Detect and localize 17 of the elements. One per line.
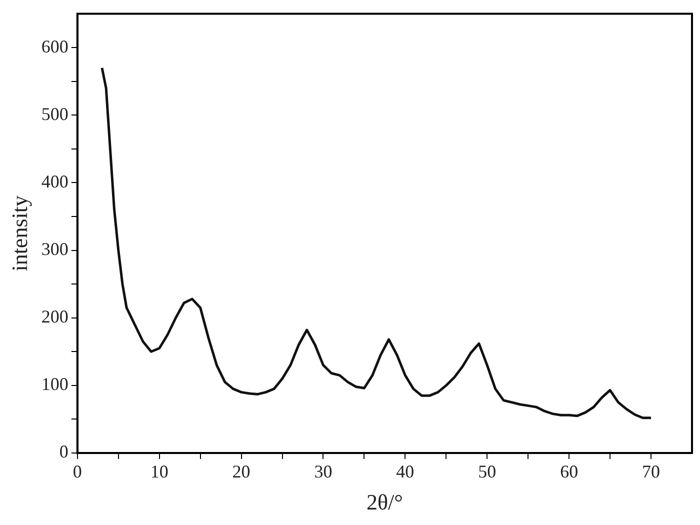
x-tick-label: 30 (314, 462, 332, 482)
y-tick-label: 500 (41, 104, 68, 124)
y-tick-label: 300 (41, 239, 68, 260)
x-tick-label: 10 (150, 462, 168, 482)
y-tick-label: 0 (59, 442, 68, 462)
x-tick-label: 0 (72, 462, 82, 482)
x-axis-title: 2θ/° (366, 490, 403, 515)
x-tick-label: 50 (478, 462, 496, 482)
y-tick-label: 600 (41, 36, 68, 56)
x-tick-label: 60 (560, 462, 578, 482)
y-tick-label: 400 (41, 171, 68, 192)
x-tick-label: 20 (232, 462, 250, 482)
x-tick-label: 40 (396, 462, 414, 482)
y-axis-title: intensity (6, 196, 32, 272)
y-tick-label: 100 (41, 374, 68, 394)
x-tick-label: 70 (642, 462, 660, 482)
y-tick-label: 200 (41, 306, 68, 327)
